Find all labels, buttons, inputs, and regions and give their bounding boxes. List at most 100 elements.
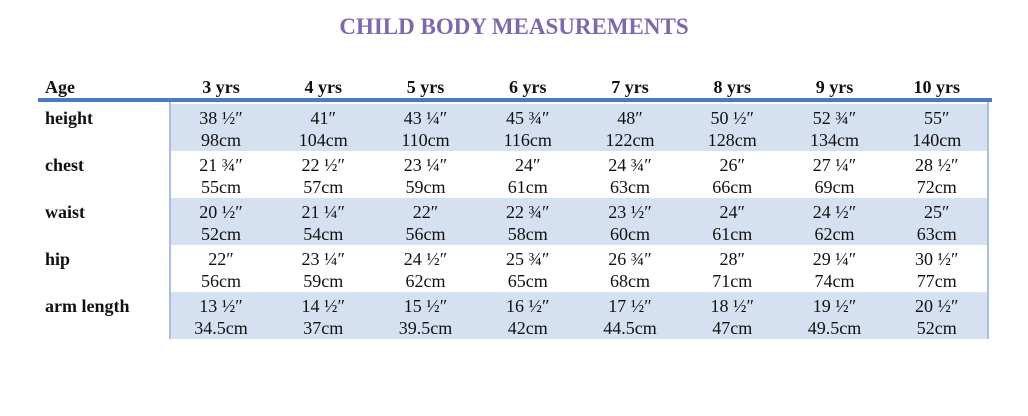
header-cell: 5 yrs — [406, 77, 445, 97]
header-cell: Age — [45, 77, 75, 97]
cell-inches: 43 ¼″ — [403, 108, 448, 128]
column-border — [169, 102, 171, 339]
cell-inches: 21 ¾″ — [199, 155, 243, 175]
cell-cm: 71cm — [712, 271, 753, 291]
cell-inches: 20 ½″ — [915, 296, 959, 316]
cell-inches: 17 ½″ — [608, 296, 652, 316]
cell-inches: 14 ½″ — [301, 296, 346, 316]
cell-cm: 104cm — [298, 130, 348, 150]
cell-cm: 62cm — [405, 271, 446, 291]
cell-cm: 72cm — [916, 177, 957, 197]
cell-inches: 24 ½″ — [403, 249, 448, 269]
cell-cm: 122cm — [605, 130, 655, 150]
row-shade — [170, 292, 988, 339]
cell-inches: 23 ¼″ — [403, 155, 448, 175]
cell-cm: 98cm — [201, 130, 241, 150]
cell-inches: 28″ — [719, 249, 746, 269]
cell-cm: 44.5cm — [603, 318, 657, 338]
row-label: waist — [45, 202, 85, 222]
cell-inches: 52 ¾″ — [812, 108, 857, 128]
cell-cm: 37cm — [303, 318, 344, 338]
cell-inches: 22″ — [208, 249, 234, 269]
cell-inches: 26 ¾″ — [608, 249, 652, 269]
row-label: arm length — [45, 296, 130, 316]
cell-cm: 128cm — [707, 130, 757, 150]
cell-inches: 22″ — [412, 202, 439, 222]
cell-cm: 55cm — [201, 177, 241, 197]
cell-inches: 20 ½″ — [199, 202, 243, 222]
cell-inches: 55″ — [924, 108, 950, 128]
title: CHILD BODY MEASUREMENTS — [339, 14, 689, 39]
cell-inches: 24″ — [719, 202, 746, 222]
cell-cm: 57cm — [303, 177, 344, 197]
cell-inches: 19 ½″ — [812, 296, 857, 316]
cell-cm: 56cm — [201, 271, 241, 291]
cell-cm: 60cm — [610, 224, 650, 244]
cell-inches: 25″ — [924, 202, 950, 222]
cell-inches: 21 ¼″ — [301, 202, 346, 222]
cell-inches: 16 ½″ — [506, 296, 550, 316]
cell-cm: 34.5cm — [194, 318, 248, 338]
cell-cm: 63cm — [916, 224, 957, 244]
header-cell: 8 yrs — [713, 77, 752, 97]
header-cell: 4 yrs — [304, 77, 343, 97]
cell-cm: 52cm — [201, 224, 241, 244]
cell-cm: 140cm — [912, 130, 962, 150]
row-label: height — [45, 108, 94, 128]
cell-inches: 15 ½″ — [403, 296, 448, 316]
cell-cm: 110cm — [401, 130, 450, 150]
cell-inches: 50 ½″ — [710, 108, 755, 128]
cell-cm: 66cm — [712, 177, 753, 197]
cell-cm: 134cm — [810, 130, 859, 150]
cell-inches: 26″ — [719, 155, 746, 175]
cell-cm: 77cm — [916, 271, 957, 291]
header-cell: 10 yrs — [913, 77, 961, 97]
cell-cm: 59cm — [405, 177, 446, 197]
cell-inches: 13 ½″ — [199, 296, 243, 316]
cell-cm: 59cm — [303, 271, 344, 291]
cell-inches: 24 ½″ — [812, 202, 857, 222]
header-rule — [38, 98, 992, 102]
cell-inches: 29 ¼″ — [812, 249, 857, 269]
cell-cm: 56cm — [405, 224, 446, 244]
cell-inches: 18 ½″ — [710, 296, 755, 316]
cell-inches: 38 ½″ — [199, 108, 243, 128]
column-border — [987, 102, 989, 339]
cell-inches: 25 ¾″ — [506, 249, 550, 269]
cell-inches: 28 ½″ — [915, 155, 959, 175]
cell-inches: 22 ¾″ — [506, 202, 550, 222]
cell-cm: 47cm — [712, 318, 753, 338]
header-cell: 3 yrs — [202, 77, 240, 97]
cell-inches: 30 ½″ — [915, 249, 959, 269]
cell-cm: 61cm — [712, 224, 753, 244]
cell-cm: 69cm — [814, 177, 855, 197]
cell-inches: 48″ — [617, 108, 643, 128]
cell-cm: 116cm — [503, 130, 552, 150]
header-cell: 6 yrs — [509, 77, 547, 97]
cell-inches: 45 ¾″ — [506, 108, 550, 128]
cell-cm: 62cm — [814, 224, 855, 244]
row-label: chest — [45, 155, 84, 175]
cell-cm: 52cm — [916, 318, 957, 338]
cell-inches: 27 ¼″ — [812, 155, 857, 175]
cell-inches: 23 ½″ — [608, 202, 652, 222]
cell-cm: 54cm — [303, 224, 344, 244]
cell-inches: 22 ½″ — [301, 155, 346, 175]
cell-cm: 49.5cm — [807, 318, 862, 338]
cell-inches: 24 ¾″ — [608, 155, 652, 175]
cell-cm: 65cm — [507, 271, 548, 291]
row-shade — [170, 198, 988, 245]
cell-cm: 63cm — [610, 177, 650, 197]
header-cell: 9 yrs — [815, 77, 854, 97]
cell-cm: 58cm — [507, 224, 548, 244]
cell-cm: 39.5cm — [398, 318, 453, 338]
cell-inches: 41″ — [310, 108, 337, 128]
cell-cm: 74cm — [814, 271, 855, 291]
cell-cm: 68cm — [610, 271, 650, 291]
cell-inches: 24″ — [515, 155, 541, 175]
row-shade — [170, 104, 988, 151]
cell-cm: 42cm — [507, 318, 548, 338]
cell-cm: 61cm — [507, 177, 548, 197]
row-label: hip — [45, 249, 71, 269]
